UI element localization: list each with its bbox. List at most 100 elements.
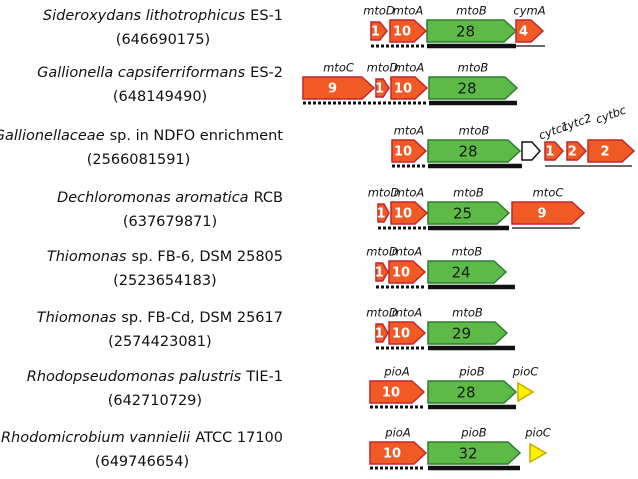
organism-name: Sideroxydans lithotrophicus ES-1 xyxy=(43,8,283,24)
gene-label: mtoA xyxy=(394,124,425,138)
gene-number: 10 xyxy=(383,447,401,462)
gene-label: pioC xyxy=(512,365,539,379)
gene-arrow xyxy=(428,76,519,100)
species: Gallionellaceae xyxy=(0,128,105,144)
gene-number: 10 xyxy=(392,266,410,281)
organism-name: Rhodomicrobium vannielii ATCC 17100 xyxy=(1,430,283,446)
organism-name: Thiomonas sp. FB-Cd, DSM 25617 xyxy=(37,310,283,326)
gene-label: cymA xyxy=(513,4,545,18)
gene-number: 10 xyxy=(392,327,410,342)
gene-number: 1 xyxy=(545,145,554,160)
gene-label: mtoB xyxy=(452,245,483,259)
gene-label: mtoC xyxy=(323,61,354,75)
gene-number: 1 xyxy=(375,327,384,342)
gene-arrow xyxy=(375,78,390,98)
gene-label: mtoA xyxy=(394,61,425,75)
gene-number: 1 xyxy=(377,207,386,222)
gene-number: 10 xyxy=(394,207,412,222)
gene-number: 32 xyxy=(458,445,477,463)
genome-id: (649746654) xyxy=(95,454,189,470)
species: Dechloromonas aromatica xyxy=(57,190,249,206)
species: Rhodomicrobium vannielii xyxy=(1,430,190,446)
gene-arrow xyxy=(377,203,390,223)
gene-arrow xyxy=(390,201,429,225)
gene-arrow xyxy=(375,323,389,343)
gene-arrow xyxy=(427,380,518,404)
gene-arrow xyxy=(370,21,388,41)
gene-arrow xyxy=(427,201,511,225)
strain: ES-2 xyxy=(250,65,283,81)
species: Gallionella capsiferriformans xyxy=(37,65,246,81)
gene-number: 9 xyxy=(537,207,546,222)
gene-label: mtoB xyxy=(458,61,489,75)
gene-number: 2 xyxy=(568,145,577,160)
gene-arrow xyxy=(391,139,428,163)
gene-label: pioA xyxy=(383,365,410,379)
organism-name: Rhodopseudomonas palustris TIE-1 xyxy=(27,369,283,385)
gene-label: cytbc xyxy=(594,102,629,126)
strain: ATCC 17100 xyxy=(195,430,283,446)
species: Thiomonas xyxy=(47,249,127,265)
gene-number: 28 xyxy=(456,384,475,402)
gene-label: pioB xyxy=(460,426,487,440)
gene-label: mtoD xyxy=(366,245,398,259)
gene-label: cytc2 xyxy=(559,111,593,135)
gene-arrow xyxy=(566,141,588,161)
gene-number: 1 xyxy=(375,266,384,281)
gene-arrow xyxy=(427,321,509,345)
gene-label: mtoD xyxy=(363,4,395,18)
gene-number: 29 xyxy=(452,325,471,343)
genome-id: (637679871) xyxy=(123,214,217,230)
gene-label: mtoB xyxy=(459,124,490,138)
gene-arrow xyxy=(515,19,545,43)
gene-number: 4 xyxy=(519,25,528,40)
gene-arrow xyxy=(517,381,535,403)
gene-arrow xyxy=(369,380,426,404)
gene-arrow xyxy=(427,139,522,163)
genome-id: (2523654183) xyxy=(113,273,217,289)
gene-arrow xyxy=(388,260,427,284)
strain: sp. FB-6, DSM 25805 xyxy=(131,249,283,265)
organism-name: Thiomonas sp. FB-6, DSM 25805 xyxy=(47,249,283,265)
gene-label: mtoA xyxy=(393,4,424,18)
gene-arrow xyxy=(529,442,548,464)
species: Thiomonas xyxy=(37,310,117,326)
gene-label: mtoD xyxy=(366,306,398,320)
organism-name: Dechloromonas aromatica RCB xyxy=(57,190,283,206)
gene-arrow xyxy=(389,19,428,43)
genome-id: (2566081591) xyxy=(87,152,191,168)
gene-number: 10 xyxy=(394,145,412,160)
gene-number: 24 xyxy=(451,264,470,282)
gene-arrow xyxy=(426,19,518,43)
gene-arrow xyxy=(388,321,427,345)
genome-id: (642710729) xyxy=(108,393,202,409)
gene-label: mtoA xyxy=(394,186,425,200)
gene-number: 1 xyxy=(375,82,384,97)
gene-number: 2 xyxy=(600,145,609,160)
gene-label: mtoB xyxy=(453,186,484,200)
gene-arrow xyxy=(390,76,429,100)
strain: sp. FB-Cd, DSM 25617 xyxy=(121,310,283,326)
strain: TIE-1 xyxy=(245,369,283,385)
gene-arrow xyxy=(302,76,376,100)
genome-id: (646690175) xyxy=(116,32,210,48)
gene-label: mtoB xyxy=(452,306,483,320)
species: Rhodopseudomonas palustris xyxy=(27,369,242,385)
gene-label: pioC xyxy=(524,426,551,440)
gene-label: mtoA xyxy=(392,245,423,259)
gene-arrow xyxy=(427,260,508,284)
gene-number: 10 xyxy=(382,386,400,401)
gene-arrow xyxy=(369,441,428,465)
gene-number: 28 xyxy=(458,143,477,161)
gene-number: 1 xyxy=(371,25,380,40)
gene-number: 25 xyxy=(453,205,472,223)
strain: ES-1 xyxy=(250,8,283,24)
gene-label: mtoD xyxy=(367,61,399,75)
gene-arrow xyxy=(587,139,636,163)
gene-number: 28 xyxy=(456,23,475,41)
strain: sp. in NDFO enrichment xyxy=(110,128,284,144)
gene-arrow xyxy=(427,441,522,465)
gene-label: mtoA xyxy=(392,306,423,320)
genome-id: (2574423081) xyxy=(108,334,212,350)
